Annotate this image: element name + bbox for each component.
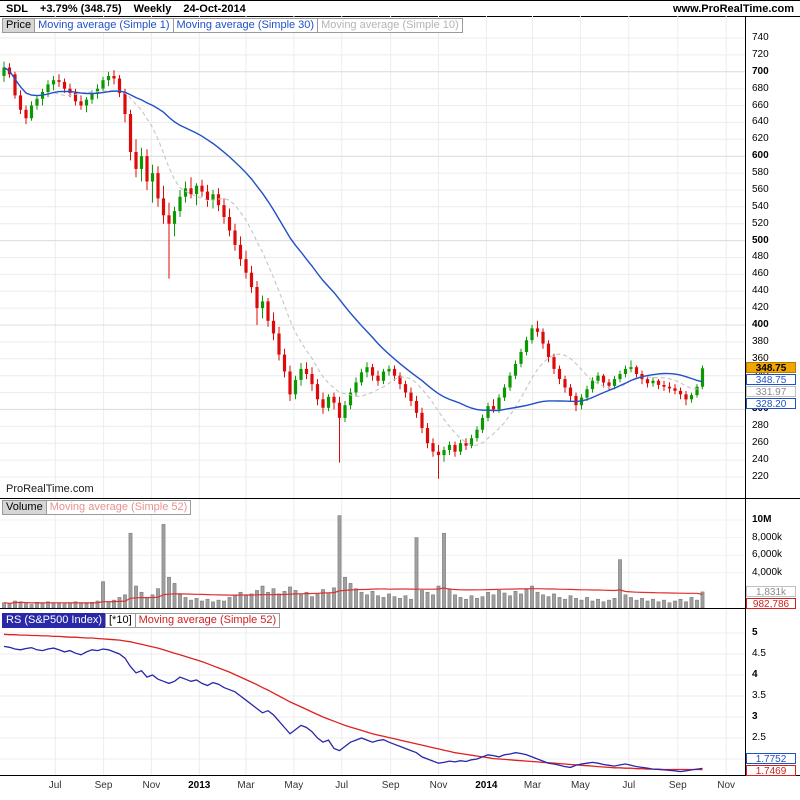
price-tick-label: 320: [752, 386, 769, 398]
price-tick-label: 700: [752, 65, 769, 77]
price-tick-label: 540: [752, 200, 769, 212]
legend-volume[interactable]: Volume: [2, 500, 47, 515]
ma30-line: [3, 66, 703, 412]
price-tick-label: 360: [752, 352, 769, 364]
volume-value-tag: 1,831k: [746, 585, 796, 598]
rs-tick-label: 2.5: [752, 732, 766, 743]
top-border: [0, 0, 800, 1]
volume-value-tag: 982,786: [746, 597, 796, 610]
price-tick-label: 240: [752, 454, 769, 466]
price-tick-label: 440: [752, 285, 769, 297]
volume-legend: Volume Moving average (Simple 52): [2, 500, 192, 515]
price-chart[interactable]: [0, 16, 745, 498]
rs-ma-line: [3, 633, 703, 771]
price-tick-label: 660: [752, 99, 769, 111]
legend-ma-simple-10[interactable]: Moving average (Simple 10): [317, 18, 463, 33]
x-axis-label: Nov: [142, 780, 161, 791]
legend-volume-ma-52[interactable]: Moving average (Simple 52): [45, 500, 192, 515]
volume-ma-line: [3, 587, 703, 605]
volume-bars-group: [2, 515, 705, 609]
volume-tick-label: 6,000k: [752, 549, 783, 561]
volume-tick-label: 8,000k: [752, 531, 783, 543]
rs-tick-label: 4: [752, 669, 758, 680]
rs-tick-label: 2: [752, 753, 758, 764]
price-tick-label: 380: [752, 335, 769, 347]
x-axis-label: Sep: [668, 780, 687, 791]
price-tick-label: 560: [752, 183, 769, 195]
price-axis-border: [745, 16, 746, 775]
header-divider: [0, 16, 800, 17]
price-tick-label: 740: [752, 32, 769, 43]
rs-tick-label: 5: [752, 627, 758, 638]
x-axis-label: May: [284, 780, 304, 791]
candles-group: [2, 61, 705, 479]
price-tick-label: 400: [752, 319, 769, 331]
legend-rs-ma-52[interactable]: Moving average (Simple 52): [134, 613, 281, 628]
price-tick-label: 420: [752, 302, 769, 314]
x-axis-label: Mar: [237, 780, 255, 791]
x-axis-label: 2013: [188, 780, 211, 791]
timeframe-label: Weekly: [133, 2, 172, 15]
x-axis-label: May: [570, 780, 590, 791]
volume-tick-label: 4,000k: [752, 566, 783, 578]
change-label: +3.79% (348.75): [40, 2, 122, 15]
x-axis-label: Sep: [381, 780, 400, 791]
site-link[interactable]: www.ProRealTime.com: [672, 2, 794, 15]
date-label: 24-Oct-2014: [183, 2, 246, 15]
price-tick-label: 500: [752, 234, 769, 246]
watermark: ProRealTime.com: [6, 483, 94, 495]
price-tick-label: 600: [752, 150, 769, 162]
price-tick-label: 640: [752, 116, 769, 128]
legend-price[interactable]: Price: [2, 18, 36, 33]
rs-axis-divider: [0, 775, 800, 776]
price-tick-label: 480: [752, 251, 769, 263]
rs-line: [3, 645, 703, 773]
rs-tick-label: 4.5: [752, 648, 766, 659]
price-tick-label: 300: [752, 403, 769, 415]
rs-chart[interactable]: [0, 610, 745, 775]
price-tick-label: 460: [752, 268, 769, 280]
rs-tick-label: 3: [752, 711, 758, 722]
rs-tick-label: 3.5: [752, 690, 766, 701]
legend-rs-multiplier[interactable]: [*10]: [105, 613, 136, 628]
price-tick-label: 620: [752, 133, 769, 145]
volume-grid-horizontal: [0, 519, 745, 574]
price-grid-horizontal: [0, 37, 745, 478]
price-tick-label: 720: [752, 48, 769, 60]
price-value-tag: 348.75: [746, 362, 796, 374]
price-tick-label: 340: [752, 369, 769, 381]
ma10-line: [3, 67, 703, 446]
price-tick-label: 680: [752, 82, 769, 94]
price-tick-label: 280: [752, 420, 769, 432]
x-axis-label: Nov: [429, 780, 448, 791]
rs-grid-vertical: [54, 610, 727, 775]
x-axis-label: Nov: [717, 780, 736, 791]
chart-header: SDL +3.79% (348.75) Weekly 24-Oct-2014 w…: [0, 1, 800, 16]
x-axis-label: Mar: [523, 780, 542, 791]
legend-ma-simple-1[interactable]: Moving average (Simple 1): [34, 18, 174, 33]
price-value-tag: 348.75: [746, 374, 796, 386]
rs-value-tag: 1.7752: [746, 753, 796, 765]
price-volume-divider: [0, 498, 800, 499]
price-tick-label: 580: [752, 167, 769, 179]
volume-chart[interactable]: [0, 498, 745, 610]
price-tick-label: 520: [752, 217, 769, 229]
legend-rs-sp500[interactable]: RS (S&P500 Index): [2, 613, 106, 628]
x-axis-label: Sep: [94, 780, 113, 791]
rs-legend: RS (S&P500 Index) [*10] Moving average (…: [2, 613, 281, 628]
volume-tick-label: 10M: [752, 514, 772, 525]
x-axis-label: Jul: [335, 780, 349, 791]
price-value-tag: 331.97: [746, 386, 796, 398]
price-legend: Price Moving average (Simple 1) Moving a…: [2, 18, 463, 33]
x-axis-label: 2014: [475, 780, 498, 791]
legend-ma-simple-30[interactable]: Moving average (Simple 30): [172, 18, 319, 33]
price-value-tag: 328.20: [746, 398, 796, 410]
symbol-label: SDL: [6, 2, 28, 15]
rs-grid-horizontal: [0, 632, 745, 760]
x-axis-label: Jul: [622, 780, 636, 791]
x-axis-label: Jul: [48, 780, 62, 791]
price-tick-label: 220: [752, 470, 769, 482]
price-tick-label: 260: [752, 437, 769, 449]
